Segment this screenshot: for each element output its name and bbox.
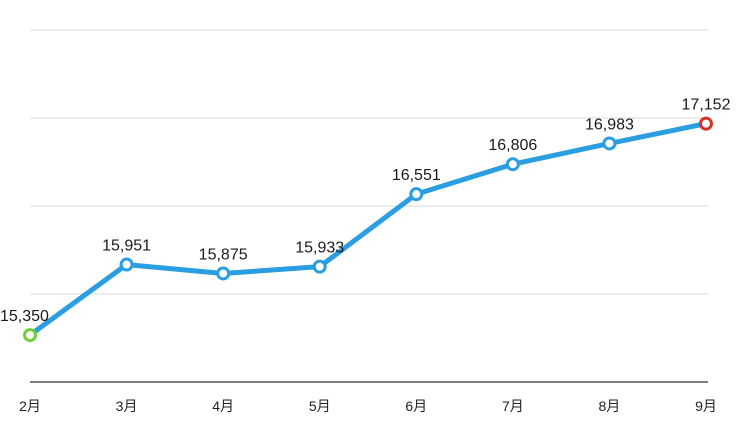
data-point-3月 xyxy=(119,257,134,272)
x-tick-label: 8月 xyxy=(599,398,621,414)
x-tick-labels: 2月 3月 4月 5月 6月 7月 8月 9月 xyxy=(19,398,717,414)
data-label-2月: 15,350 xyxy=(0,308,49,325)
data-label-5月: 15,933 xyxy=(295,240,344,257)
data-point-2月 xyxy=(23,328,37,343)
data-label-4月: 15,875 xyxy=(199,246,248,263)
data-point-6月 xyxy=(409,187,424,202)
data-label-7月: 16,806 xyxy=(488,137,537,154)
x-tick-label: 7月 xyxy=(502,398,524,414)
data-label-9月: 17,152 xyxy=(682,97,731,114)
data-label-8月: 16,983 xyxy=(585,116,634,133)
data-point-9月 xyxy=(699,116,713,131)
x-tick-label: 9月 xyxy=(695,398,717,414)
data-point-4月 xyxy=(216,266,231,281)
data-labels: 15,350 15,951 15,875 15,933 16,551 16,806 16,9… xyxy=(0,97,731,325)
data-point-5月 xyxy=(312,259,327,274)
data-point-8月 xyxy=(602,136,617,151)
data-point-7月 xyxy=(505,157,520,172)
data-points xyxy=(23,116,713,343)
data-label-6月: 16,551 xyxy=(392,167,441,184)
x-tick-label: 6月 xyxy=(405,398,427,414)
series-line xyxy=(27,121,709,338)
data-label-3月: 15,951 xyxy=(102,238,151,255)
x-tick-label: 3月 xyxy=(116,398,138,414)
gridlines xyxy=(30,29,708,295)
x-tick-label: 5月 xyxy=(309,398,331,414)
x-tick-label: 2月 xyxy=(19,398,41,414)
x-tick-label: 4月 xyxy=(212,398,234,414)
